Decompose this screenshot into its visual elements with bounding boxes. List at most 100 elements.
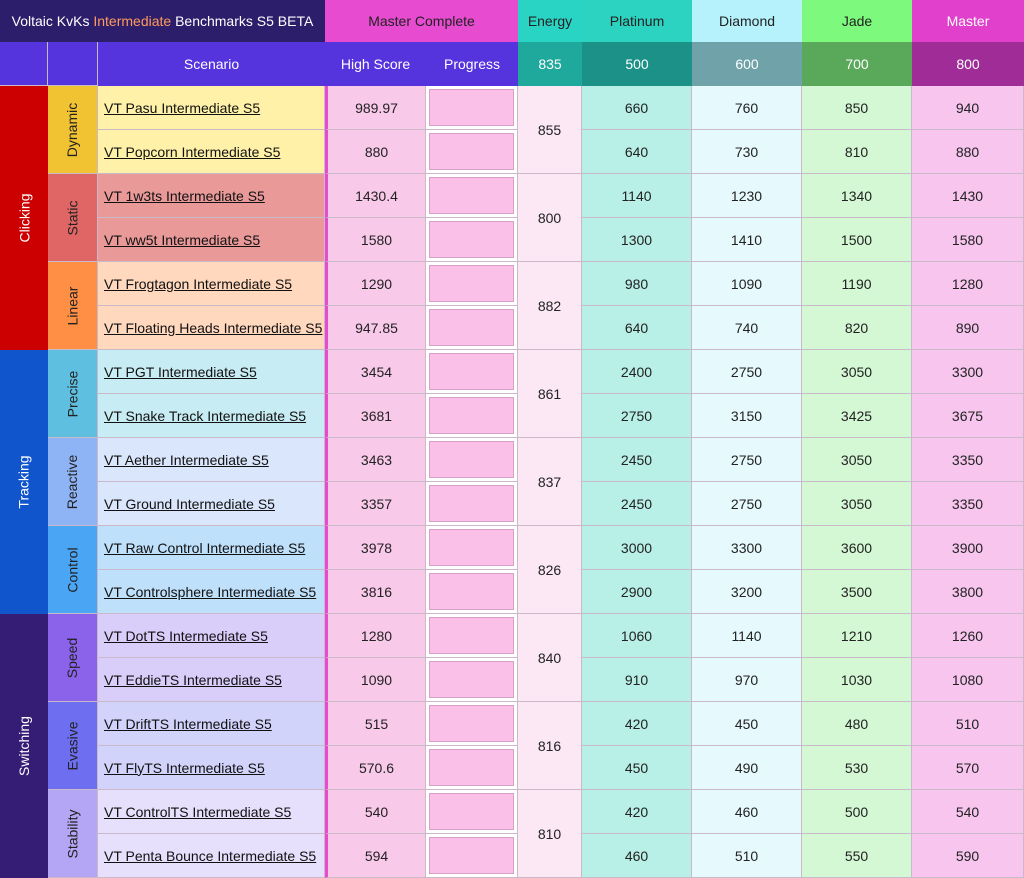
rank-threshold-master: 3300	[912, 350, 1024, 394]
energy-requirement: 835	[518, 42, 582, 86]
progress-cell	[426, 482, 518, 526]
progress-cell	[426, 702, 518, 746]
rank-threshold-diamond: 970	[692, 658, 802, 702]
scenario-link[interactable]: VT EddieTS Intermediate S5	[104, 671, 282, 688]
energy-value-stability: 810	[518, 790, 582, 878]
scenario-link[interactable]: VT FlyTS Intermediate S5	[104, 759, 265, 776]
rank-threshold-platinum: 420	[582, 702, 692, 746]
rank-threshold-master: 890	[912, 306, 1024, 350]
scenario-cell: VT ControlTS Intermediate S5	[98, 790, 325, 834]
rank-threshold-diamond: 1090	[692, 262, 802, 306]
rank-threshold-master: 590	[912, 834, 1024, 878]
rank-threshold-jade: 3050	[802, 482, 912, 526]
header-spacer-category	[0, 42, 48, 86]
rank-threshold-diamond: 460	[692, 790, 802, 834]
sheet-title-prefix: Voltaic KvKs	[11, 13, 94, 29]
scenario-link[interactable]: VT ControlTS Intermediate S5	[104, 803, 292, 820]
rank-threshold-jade: 1210	[802, 614, 912, 658]
rank-threshold-master: 3675	[912, 394, 1024, 438]
rank-threshold-jade: 3050	[802, 350, 912, 394]
rank-threshold-master: 3350	[912, 482, 1024, 526]
rank-threshold-master: 510	[912, 702, 1024, 746]
scenario-link[interactable]: VT Floating Heads Intermediate S5	[104, 319, 323, 336]
rank-threshold-jade: 3425	[802, 394, 912, 438]
subcategory-stability-label: Stability	[64, 808, 81, 859]
scenario-link[interactable]: VT Ground Intermediate S5	[104, 495, 275, 512]
rank-threshold-platinum: 980	[582, 262, 692, 306]
energy-value-evasive: 816	[518, 702, 582, 790]
rank-threshold-platinum: 660	[582, 86, 692, 130]
rank-threshold-master: 570	[912, 746, 1024, 790]
category-clicking: Clicking	[0, 86, 48, 350]
energy-value-dynamic: 855	[518, 86, 582, 174]
scenario-link[interactable]: VT Aether Intermediate S5	[104, 451, 269, 468]
progress-cell	[426, 834, 518, 878]
subcategory-speed-label: Speed	[64, 637, 81, 678]
rank-threshold-jade: 1190	[802, 262, 912, 306]
progress-bar	[429, 661, 514, 698]
subcategory-static-label: Static	[64, 199, 81, 236]
scenario-cell: VT Pasu Intermediate S5	[98, 86, 325, 130]
scenario-link[interactable]: VT Frogtagon Intermediate S5	[104, 275, 293, 292]
category-switching: Switching	[0, 614, 48, 878]
progress-bar	[429, 793, 514, 830]
category-switching-label: Switching	[16, 716, 33, 776]
rank-threshold-master: 1430	[912, 174, 1024, 218]
scenario-link[interactable]: VT Raw Control Intermediate S5	[104, 539, 306, 556]
category-tracking: Tracking	[0, 350, 48, 614]
rank-threshold-master: 880	[912, 130, 1024, 174]
energy-value-control: 826	[518, 526, 582, 614]
progress-bar	[429, 837, 514, 874]
subcategory-control-label: Control	[64, 546, 81, 593]
rank-requirement-jade: 700	[802, 42, 912, 86]
scenario-link[interactable]: VT Popcorn Intermediate S5	[104, 143, 281, 160]
scenario-link[interactable]: VT PGT Intermediate S5	[104, 363, 257, 380]
rank-threshold-diamond: 730	[692, 130, 802, 174]
rank-threshold-jade: 3500	[802, 570, 912, 614]
subcategory-dynamic-label: Dynamic	[64, 102, 81, 157]
progress-bar	[429, 133, 514, 170]
rank-threshold-diamond: 490	[692, 746, 802, 790]
master-complete-header: Master Complete	[325, 0, 518, 42]
scenario-link[interactable]: VT DriftTS Intermediate S5	[104, 715, 272, 732]
subcategory-reactive-label: Reactive	[64, 454, 81, 509]
category-clicking-label: Clicking	[16, 193, 33, 243]
rank-threshold-jade: 3050	[802, 438, 912, 482]
high-score-cell: 3816	[325, 570, 426, 614]
scenario-link[interactable]: VT Snake Track Intermediate S5	[104, 407, 307, 424]
progress-bar	[429, 441, 514, 478]
rank-threshold-diamond: 3150	[692, 394, 802, 438]
subcategory-precise-label: Precise	[64, 370, 81, 417]
scenario-link[interactable]: VT 1w3ts Intermediate S5	[104, 187, 265, 204]
sheet-title-suffix: Benchmarks S5 BETA	[171, 13, 314, 29]
high-score-cell: 880	[325, 130, 426, 174]
scenario-link[interactable]: VT DotTS Intermediate S5	[104, 627, 268, 644]
subcategory-reactive: Reactive	[48, 438, 98, 526]
sheet-title-accent: Intermediate	[93, 13, 172, 29]
scenario-link[interactable]: VT ww5t Intermediate S5	[104, 231, 261, 248]
progress-cell	[426, 614, 518, 658]
high-score-cell: 515	[325, 702, 426, 746]
rank-header-diamond: Diamond	[692, 0, 802, 42]
progress-cell	[426, 306, 518, 350]
scenario-cell: VT Snake Track Intermediate S5	[98, 394, 325, 438]
scenario-link[interactable]: VT Controlsphere Intermediate S5	[104, 583, 317, 600]
scenario-link[interactable]: VT Pasu Intermediate S5	[104, 99, 261, 116]
scenario-cell: VT DriftTS Intermediate S5	[98, 702, 325, 746]
rank-header-master: Master	[912, 0, 1024, 42]
header-spacer-subcategory	[48, 42, 98, 86]
progress-bar	[429, 485, 514, 522]
rank-threshold-jade: 820	[802, 306, 912, 350]
progress-cell	[426, 526, 518, 570]
rank-threshold-master: 940	[912, 86, 1024, 130]
high-score-column-header: High Score	[325, 42, 426, 86]
energy-value-linear: 882	[518, 262, 582, 350]
rank-threshold-diamond: 1140	[692, 614, 802, 658]
progress-cell	[426, 350, 518, 394]
rank-threshold-jade: 550	[802, 834, 912, 878]
scenario-link[interactable]: VT Penta Bounce Intermediate S5	[104, 847, 317, 864]
progress-bar	[429, 221, 514, 258]
progress-bar	[429, 397, 514, 434]
subcategory-linear-label: Linear	[64, 286, 81, 325]
